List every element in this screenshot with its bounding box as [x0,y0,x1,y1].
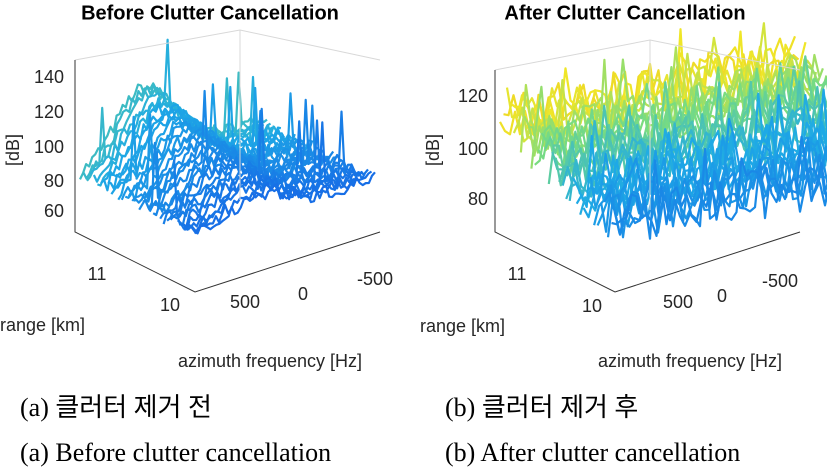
labels: Before Clutter Cancellation1401201008060… [0,2,798,467]
panel-title: Before Clutter Cancellation [81,2,339,24]
range-tick-label: 11 [88,264,107,284]
z-axis-label: [dB] [423,134,443,166]
range-axis-label: range [km] [420,316,505,336]
range-tick-label: 11 [508,264,527,284]
panel-title: After Clutter Cancellation [504,2,745,24]
axis-line [494,70,801,293]
box-edge [74,29,381,61]
z-tick-label: 100 [34,137,64,157]
azimuth-axis-label: azimuth frequency [Hz] [178,351,362,371]
surface-line [155,104,337,214]
surfaces [79,22,827,240]
z-axis-label: [dB] [3,134,23,166]
azimuth-tick-label: -500 [357,269,393,289]
caption-english: (a) Before clutter cancellation [20,438,331,467]
range-tick-label: 10 [160,295,180,315]
z-tick-label: 60 [44,201,64,221]
axis-line [74,60,381,293]
azimuth-tick-label: -500 [762,271,798,291]
z-tick-label: 140 [34,67,64,87]
range-tick-label: 10 [582,296,602,316]
z-tick-label: 120 [34,102,64,122]
z-tick-label: 100 [458,139,488,159]
z-tick-label: 80 [44,171,64,191]
azimuth-tick-label: 0 [298,284,308,304]
axes-box-right [494,39,801,293]
axes-box-left [74,29,381,293]
azimuth-tick-label: 500 [663,292,693,312]
azimuth-tick-label: 0 [717,286,727,306]
z-tick-label: 80 [468,189,488,209]
surface-line [613,147,827,240]
azimuth-tick-label: 500 [230,292,260,312]
z-tick-label: 120 [458,86,488,106]
caption-korean: (a) 클러터 제거 전 [20,393,212,422]
caption-english: (b) After clutter cancellation [445,438,740,467]
caption-korean: (b) 클러터 제거 후 [445,393,638,422]
azimuth-axis-label: azimuth frequency [Hz] [598,351,782,371]
surface-line [194,171,376,235]
range-axis-label: range [km] [0,315,85,335]
